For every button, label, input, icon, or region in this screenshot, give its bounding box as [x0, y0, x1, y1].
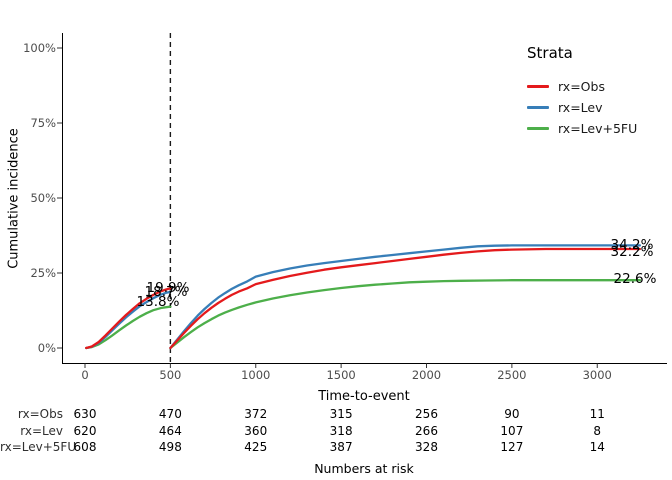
x-tick-label: 1000	[241, 368, 271, 382]
risk-count: 14	[589, 440, 605, 454]
x-tick-label: 3000	[582, 368, 612, 382]
legend-item-rx-lev: rx=Lev	[527, 97, 637, 118]
curve-rx-lev-5fu-pre-landmark	[85, 305, 172, 350]
x-tick-label: 0	[81, 368, 89, 382]
x-tick-label: 2000	[411, 368, 442, 382]
risk-count: 90	[504, 407, 520, 421]
annotation-18.7pct: 18.7%	[144, 284, 188, 300]
risk-count: 464	[158, 423, 182, 438]
annotation-19.9pct: 19.9%	[146, 280, 190, 296]
risk-count: 328	[415, 440, 438, 454]
curve-rx-obs-post-landmark	[169, 247, 642, 350]
risk-count: 127	[500, 440, 524, 454]
risk-count: 318	[329, 423, 353, 438]
legend-label-rx-lev: rx=Lev	[558, 100, 603, 115]
risk-count: 498	[158, 440, 182, 454]
risk-count: 360	[244, 423, 268, 438]
legend-swatch-rx-obs-icon	[527, 85, 549, 88]
legend-item-rx-obs: rx=Obs	[527, 76, 637, 97]
annotation-22.6pct: 22.6%	[613, 271, 657, 287]
risk-row-label: rx=Lev	[20, 423, 63, 438]
risk-count: 107	[500, 423, 524, 438]
legend-title: Strata	[527, 44, 573, 62]
risk-count: 620	[73, 423, 97, 438]
legend-label-rx-obs: rx=Obs	[558, 79, 605, 94]
y-tick-label: 0%	[37, 341, 56, 355]
risk-count: 315	[329, 407, 353, 421]
risk-count: 630	[73, 407, 97, 421]
risk-count: 425	[244, 440, 268, 454]
annotation-13.8pct: 13.8%	[136, 294, 180, 310]
risk-count: 608	[73, 440, 97, 454]
y-tick-label: 25%	[30, 266, 56, 280]
legend-swatch-rx-lev5fu-icon	[527, 127, 549, 130]
y-tick-label: 50%	[30, 191, 56, 205]
legend: Strata rx=Obs rx=Lev rx=Lev+5FU	[527, 44, 637, 139]
risk-count: 8	[593, 423, 602, 438]
x-axis-title: Time-to-event	[318, 389, 410, 404]
legend-label-rx-lev5fu: rx=Lev+5FU	[558, 121, 638, 136]
risk-count: 470	[158, 407, 182, 421]
legend-item-rx-lev5fu: rx=Lev+5FU	[527, 118, 637, 139]
y-tick-label: 100%	[23, 41, 56, 55]
annotation-34.2pct: 34.2%	[610, 237, 654, 253]
risk-count: 11	[589, 407, 605, 421]
risk-row-label: rx=Lev+5FU	[0, 440, 77, 454]
risk-count: 387	[329, 440, 353, 454]
risk-count: 372	[244, 407, 268, 421]
y-tick-label: 75%	[30, 116, 56, 130]
x-tick-label: 2500	[497, 368, 527, 382]
x-tick-label: 1500	[326, 368, 356, 382]
curve-rx-obs-pre-landmark	[85, 287, 172, 350]
risk-count: 266	[415, 423, 438, 438]
legend-swatch-rx-lev-icon	[527, 106, 549, 109]
x-tick-label: 500	[159, 368, 182, 382]
curve-rx-lev-post-landmark	[169, 244, 642, 350]
curve-rx-lev-5fu-post-landmark	[169, 279, 642, 350]
risk-table-caption: Numbers at risk	[314, 461, 414, 476]
annotation-32.2pct: 32.2%	[610, 244, 654, 260]
risk-count: 256	[415, 407, 438, 421]
risk-row-label: rx=Obs	[17, 407, 63, 421]
